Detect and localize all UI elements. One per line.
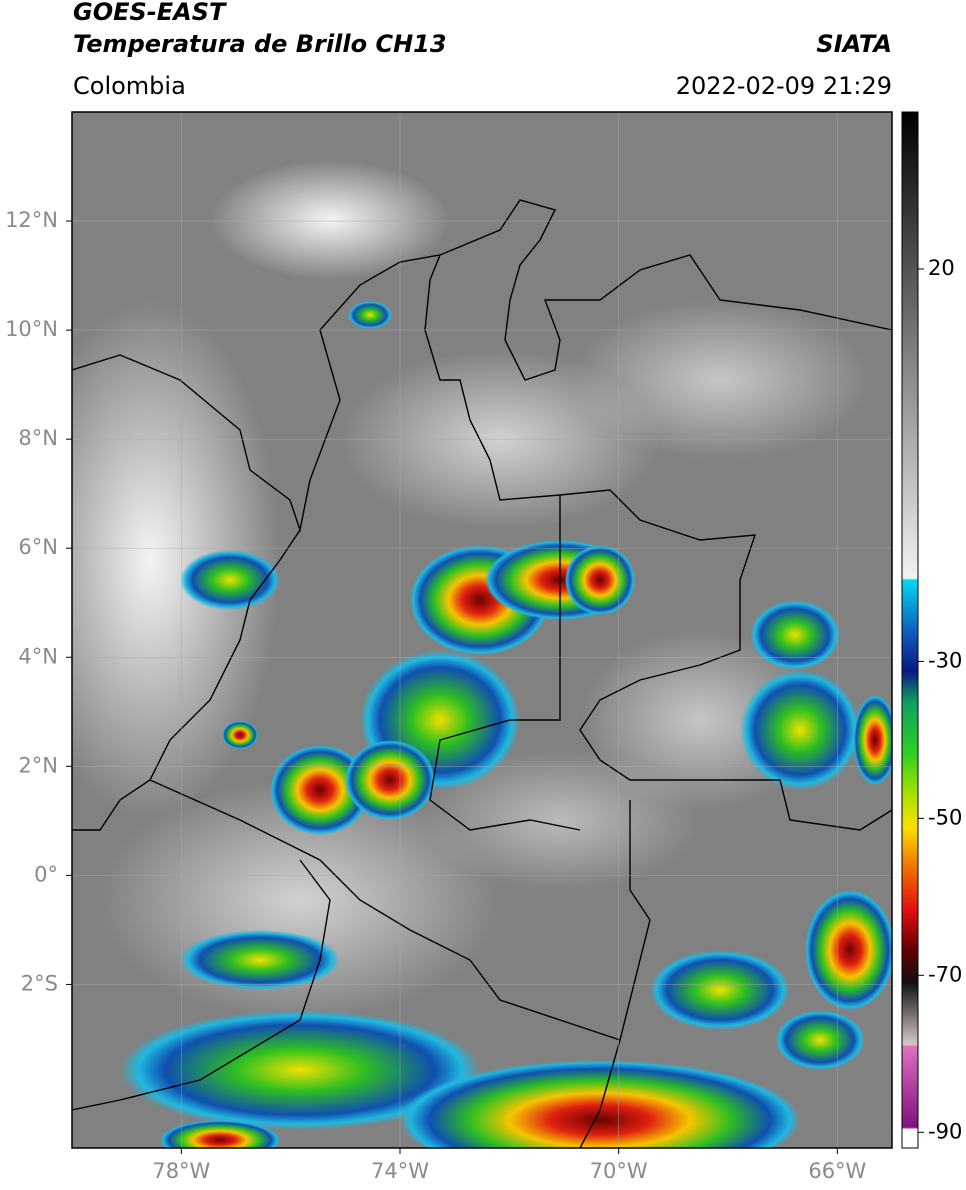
region: Colombia <box>73 72 186 100</box>
colorbar-tick-label: -50 <box>928 805 962 829</box>
y-tick-label: 0° <box>34 862 58 886</box>
x-tick-label: 70°W <box>590 1159 648 1183</box>
colorbar-tick-label: 20 <box>928 256 955 280</box>
satellite: GOES-EAST <box>73 0 227 26</box>
y-tick-label: 8°N <box>18 426 58 450</box>
product: Temperatura de Brillo CH13 <box>73 30 447 58</box>
colorbar-tick-label: -30 <box>928 648 962 672</box>
map-image <box>72 112 892 1148</box>
x-tick-label: 66°W <box>808 1159 866 1183</box>
colorbar <box>901 111 919 1149</box>
colorbar-tick-label: -70 <box>928 962 962 986</box>
y-tick-label: 6°N <box>18 535 58 559</box>
y-tick-label: 10°N <box>5 317 58 341</box>
source: SIATA <box>816 30 892 58</box>
y-tick-label: 2°S <box>21 971 58 995</box>
map-frame <box>71 111 893 1149</box>
y-tick-label: 12°N <box>5 208 58 232</box>
y-tick-label: 4°N <box>18 644 58 668</box>
y-tick-label: 2°N <box>18 753 58 777</box>
colorbar-tick-label: -90 <box>928 1119 962 1143</box>
datetime: 2022-02-09 21:29 <box>676 72 892 100</box>
x-tick-label: 74°W <box>371 1159 429 1183</box>
x-tick-label: 78°W <box>152 1159 210 1183</box>
